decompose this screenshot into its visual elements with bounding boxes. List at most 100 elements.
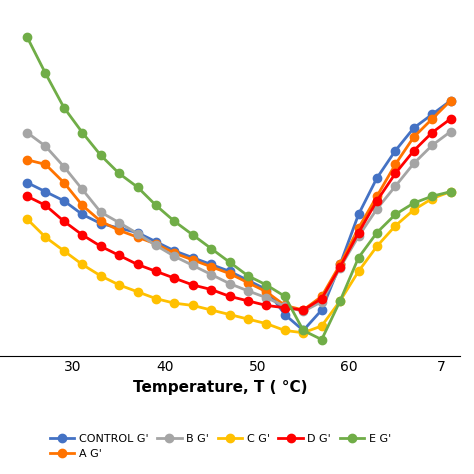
A G' bbox=[227, 271, 232, 276]
D G' bbox=[116, 253, 122, 258]
B G' bbox=[135, 231, 140, 237]
D G' bbox=[190, 282, 196, 288]
C G' bbox=[43, 234, 48, 240]
E G' bbox=[301, 328, 306, 333]
E G' bbox=[135, 184, 140, 190]
Line: B G': B G' bbox=[23, 128, 455, 316]
A G' bbox=[282, 302, 288, 308]
C G' bbox=[448, 189, 454, 194]
CONTROL G' bbox=[172, 248, 177, 254]
A G' bbox=[153, 241, 159, 247]
E G' bbox=[43, 71, 48, 76]
C G' bbox=[374, 244, 380, 249]
C G' bbox=[172, 301, 177, 306]
Line: CONTROL G': CONTROL G' bbox=[23, 97, 455, 335]
CONTROL G' bbox=[411, 125, 417, 131]
C G' bbox=[337, 298, 343, 304]
E G' bbox=[282, 293, 288, 299]
B G' bbox=[80, 187, 85, 192]
D G' bbox=[135, 262, 140, 267]
B G' bbox=[153, 243, 159, 248]
D G' bbox=[429, 130, 435, 136]
C G' bbox=[301, 330, 306, 336]
C G' bbox=[392, 223, 398, 228]
B G' bbox=[98, 210, 103, 215]
A G' bbox=[135, 234, 140, 240]
A G' bbox=[24, 157, 30, 163]
CONTROL G' bbox=[116, 225, 122, 231]
C G' bbox=[356, 268, 361, 274]
C G' bbox=[264, 321, 269, 327]
A G' bbox=[448, 98, 454, 103]
D G' bbox=[172, 275, 177, 281]
D G' bbox=[319, 296, 325, 301]
D G' bbox=[209, 287, 214, 292]
A G' bbox=[392, 162, 398, 167]
B G' bbox=[411, 161, 417, 166]
X-axis label: Temperature, T ( °C): Temperature, T ( °C) bbox=[133, 380, 308, 395]
C G' bbox=[282, 328, 288, 333]
CONTROL G' bbox=[209, 262, 214, 267]
A G' bbox=[301, 307, 306, 313]
A G' bbox=[356, 225, 361, 231]
D G' bbox=[80, 232, 85, 238]
C G' bbox=[61, 248, 67, 254]
D G' bbox=[374, 198, 380, 204]
C G' bbox=[24, 216, 30, 222]
D G' bbox=[411, 148, 417, 154]
B G' bbox=[264, 295, 269, 301]
CONTROL G' bbox=[98, 221, 103, 227]
CONTROL G' bbox=[374, 175, 380, 181]
E G' bbox=[98, 153, 103, 158]
A G' bbox=[61, 180, 67, 185]
A G' bbox=[43, 162, 48, 167]
B G' bbox=[319, 299, 325, 305]
D G' bbox=[24, 193, 30, 199]
C G' bbox=[227, 312, 232, 318]
E G' bbox=[24, 34, 30, 40]
B G' bbox=[24, 130, 30, 136]
D G' bbox=[98, 244, 103, 249]
CONTROL G' bbox=[24, 180, 30, 185]
D G' bbox=[448, 116, 454, 122]
CONTROL G' bbox=[429, 111, 435, 117]
E G' bbox=[356, 255, 361, 261]
CONTROL G' bbox=[337, 262, 343, 267]
E G' bbox=[245, 273, 251, 279]
C G' bbox=[153, 296, 159, 301]
C G' bbox=[411, 207, 417, 213]
A G' bbox=[429, 116, 435, 122]
CONTROL G' bbox=[319, 307, 325, 313]
B G' bbox=[282, 303, 288, 309]
C G' bbox=[429, 196, 435, 201]
E G' bbox=[392, 211, 398, 217]
CONTROL G' bbox=[282, 312, 288, 318]
E G' bbox=[337, 298, 343, 304]
CONTROL G' bbox=[61, 198, 67, 204]
E G' bbox=[448, 189, 454, 194]
A G' bbox=[172, 250, 177, 256]
CONTROL G' bbox=[301, 328, 306, 333]
D G' bbox=[264, 302, 269, 308]
E G' bbox=[264, 282, 269, 288]
CONTROL G' bbox=[392, 148, 398, 154]
B G' bbox=[301, 309, 306, 314]
D G' bbox=[153, 268, 159, 274]
E G' bbox=[80, 130, 85, 136]
C G' bbox=[80, 262, 85, 267]
E G' bbox=[61, 105, 67, 110]
A G' bbox=[337, 262, 343, 267]
Line: D G': D G' bbox=[23, 115, 455, 314]
D G' bbox=[337, 264, 343, 270]
C G' bbox=[245, 316, 251, 322]
CONTROL G' bbox=[356, 211, 361, 217]
E G' bbox=[374, 230, 380, 236]
CONTROL G' bbox=[43, 189, 48, 194]
D G' bbox=[245, 298, 251, 304]
E G' bbox=[411, 200, 417, 206]
A G' bbox=[80, 202, 85, 208]
C G' bbox=[135, 289, 140, 295]
A G' bbox=[245, 280, 251, 285]
CONTROL G' bbox=[448, 98, 454, 103]
B G' bbox=[61, 164, 67, 170]
